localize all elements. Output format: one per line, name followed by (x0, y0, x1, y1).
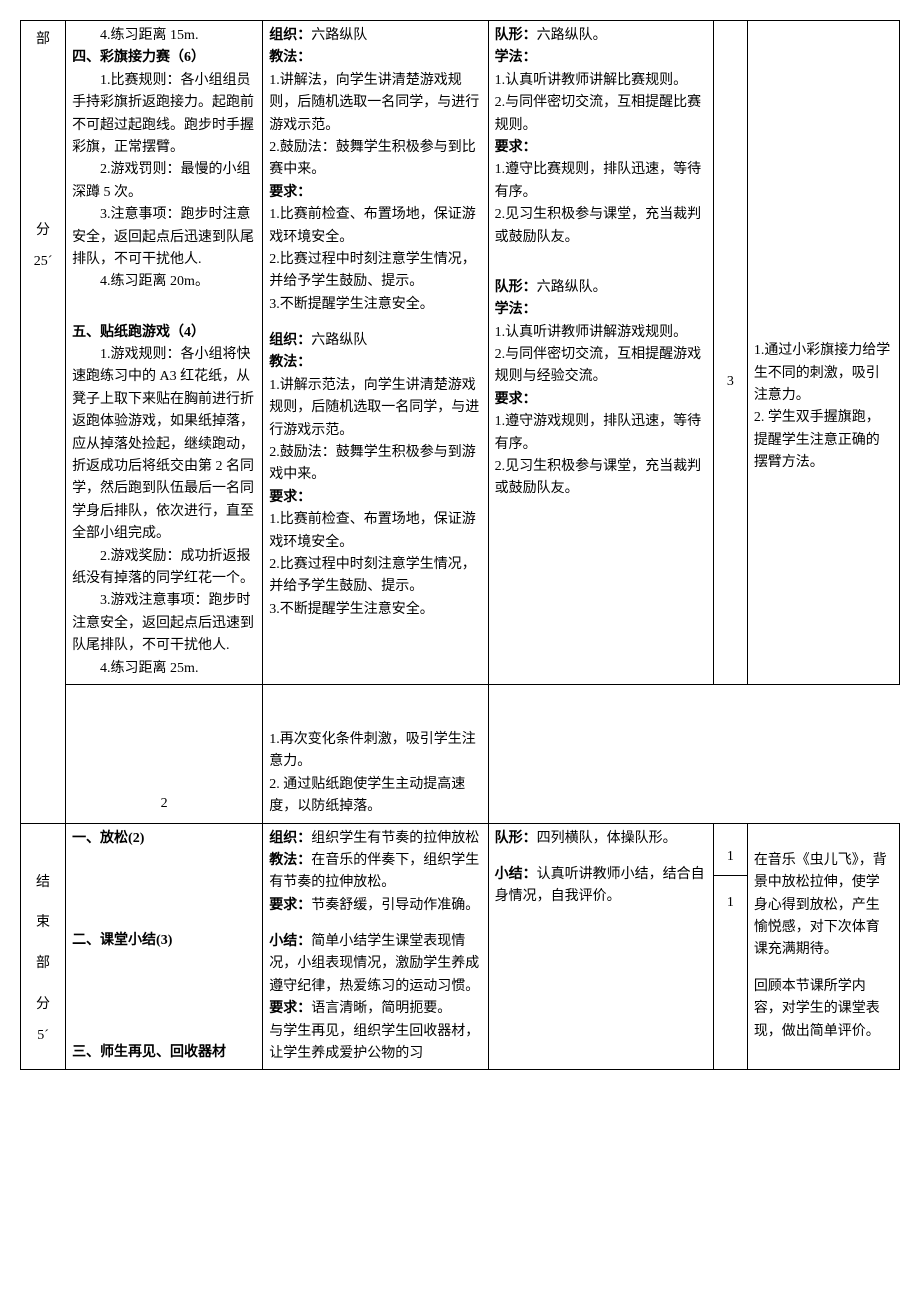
teacher-line: 小结：简单小结学生课堂表现情况，小组表现情况，激励学生养成遵守纪律，热爱练习的运… (269, 931, 481, 998)
section-text: 分 (27, 216, 59, 247)
teacher-line: 组织：六路纵队 (269, 25, 481, 47)
teacher-line: 3.不断提醒学生注意安全。 (269, 599, 481, 621)
student-label: 要求： (495, 389, 707, 411)
section-text: 25´ (27, 247, 59, 278)
student-line: 1.遵守比赛规则，排队迅速，等待有序。 (495, 159, 707, 204)
time-cell: 1 (714, 823, 748, 876)
content-cell: 一、放松(2) 二、课堂小结(3) 三、师生再见、回收器材 (66, 823, 263, 1070)
section-text: 部 (27, 25, 59, 56)
content-heading: 四、彩旗接力赛（6） (72, 47, 256, 69)
student-line: 2.见习生积极参与课堂，充当裁判或鼓励队友。 (495, 204, 707, 249)
time-value: 2 (161, 796, 168, 811)
teacher-label: 教法： (269, 352, 481, 374)
content-heading: 三、师生再见、回收器材 (72, 1042, 256, 1064)
student-line: 队形：六路纵队。 (495, 277, 707, 299)
teacher-line: 1.讲解法，向学生讲清楚游戏规则，后随机选取一名同学，与进行游戏示范。 (269, 70, 481, 137)
teacher-line: 要求：节奏舒缓，引导动作准确。 (269, 895, 481, 917)
time-value: 1 (727, 849, 734, 864)
student-line: 1.遵守游戏规则，排队迅速，等待有序。 (495, 411, 707, 456)
intent-line: 在音乐《虫儿飞》，背景中放松拉伸，使学身心得到放松，产生愉悦感，对下次体育课充满… (754, 850, 893, 962)
student-line: 2.见习生积极参与课堂，充当裁判或鼓励队友。 (495, 456, 707, 501)
lesson-plan-table: 部 分 25´ 4.练习距离 15m. 四、彩旗接力赛（6） 1.比赛规则：各小… (20, 20, 900, 1070)
student-label: 学法： (495, 47, 707, 69)
intent-line: 2. 学生双手握旗跑，提醒学生注意正确的摆臂方法。 (754, 407, 893, 474)
table-row: 部 分 25´ 4.练习距离 15m. 四、彩旗接力赛（6） 1.比赛规则：各小… (21, 21, 900, 685)
teacher-line: 组织：组织学生有节奏的拉伸放松 (269, 828, 481, 850)
section-text: 分 (27, 990, 59, 1021)
section-label-main: 部 分 25´ (21, 21, 66, 824)
student-cell: 队形：六路纵队。 学法： 1.认真听讲教师讲解比赛规则。 2.与同伴密切交流，互… (488, 21, 713, 685)
student-label: 学法： (495, 299, 707, 321)
content-p: 4.练习距离 25m. (72, 658, 256, 680)
teacher-label: 教法： (269, 47, 481, 69)
teacher-cell: 组织：六路纵队 教法： 1.讲解法，向学生讲清楚游戏规则，后随机选取一名同学，与… (263, 21, 488, 685)
time-value: 1 (727, 895, 734, 910)
intent-line: 1.通过小彩旗接力给学生不同的刺激，吸引注意力。 (754, 340, 893, 407)
content-line: 4.练习距离 15m. (72, 25, 256, 47)
teacher-cell: 组织：组织学生有节奏的拉伸放松 教法：在音乐的伴奏下，组织学生有节奏的拉伸放松。… (263, 823, 488, 1070)
lesson-plan-page: 部 分 25´ 4.练习距离 15m. 四、彩旗接力赛（6） 1.比赛规则：各小… (20, 20, 900, 1070)
intent-line: 1.再次变化条件刺激，吸引学生注意力。 (269, 729, 481, 774)
intent-line: 回顾本节课所学内容，对学生的课堂表现，做出简单评价。 (754, 976, 893, 1043)
teacher-line: 2.鼓励法：鼓舞学生积极参与到比赛中来。 (269, 137, 481, 182)
content-cell: 4.练习距离 15m. 四、彩旗接力赛（6） 1.比赛规则：各小组组员手持彩旗折… (66, 21, 263, 685)
section-label-end: 结 束 部 分 5´ (21, 823, 66, 1070)
content-heading: 一、放松(2) (72, 828, 256, 850)
content-heading: 五、贴纸跑游戏（4） (72, 322, 256, 344)
intent-cell: 1.通过小彩旗接力给学生不同的刺激，吸引注意力。 2. 学生双手握旗跑，提醒学生… (747, 21, 899, 685)
section-text: 束 (27, 908, 59, 939)
teacher-line: 教法：在音乐的伴奏下，组织学生有节奏的拉伸放松。 (269, 850, 481, 895)
intent-cell: 1.再次变化条件刺激，吸引学生注意力。 2. 通过贴纸跑使学生主动提高速度，以防… (263, 684, 488, 823)
table-row: 2 1.再次变化条件刺激，吸引学生注意力。 2. 通过贴纸跑使学生主动提高速度，… (21, 684, 900, 823)
content-p: 4.练习距离 20m。 (72, 271, 256, 293)
table-row: 结 束 部 分 5´ 一、放松(2) 二、课堂小结(3) 三、师生再见、回收器材… (21, 823, 900, 876)
teacher-line: 1.比赛前检查、布置场地，保证游戏环境安全。 (269, 204, 481, 249)
student-cell: 队形：四列横队，体操队形。 小结：认真听讲教师小结，结合自身情况，自我评价。 (488, 823, 713, 1070)
teacher-line: 3.不断提醒学生注意安全。 (269, 294, 481, 316)
teacher-line: 与学生再见，组织学生回收器材，让学生养成爱护公物的习 (269, 1021, 481, 1066)
content-p: 3.注意事项：跑步时注意安全，返回起点后迅速到队尾排队，不可干扰他人. (72, 204, 256, 271)
teacher-label: 要求： (269, 487, 481, 509)
time-cell: 3 (714, 21, 748, 685)
time-value: 3 (727, 374, 734, 389)
teacher-line: 要求：语言清晰，简明扼要。 (269, 998, 481, 1020)
section-text: 5´ (27, 1021, 59, 1052)
time-cell: 1 (714, 876, 748, 1070)
teacher-line: 1.讲解示范法，向学生讲清楚游戏规则，后随机选取一名同学，与进行游戏示范。 (269, 375, 481, 442)
content-p: 2.游戏奖励：成功折返报纸没有掉落的同学红花一个。 (72, 546, 256, 591)
intent-line: 2. 通过贴纸跑使学生主动提高速度，以防纸掉落。 (269, 774, 481, 819)
student-line: 队形：四列横队，体操队形。 (495, 828, 707, 850)
student-line: 1.认真听讲教师讲解比赛规则。 (495, 70, 707, 92)
section-text: 结 (27, 868, 59, 899)
student-line: 1.认真听讲教师讲解游戏规则。 (495, 322, 707, 344)
teacher-line: 1.比赛前检查、布置场地，保证游戏环境安全。 (269, 509, 481, 554)
student-line: 2.与同伴密切交流，互相提醒比赛规则。 (495, 92, 707, 137)
teacher-line: 2.比赛过程中时刻注意学生情况，并给予学生鼓励、提示。 (269, 554, 481, 599)
content-heading: 二、课堂小结(3) (72, 930, 256, 952)
teacher-line: 组织：六路纵队 (269, 330, 481, 352)
content-p: 1.比赛规则：各小组组员手持彩旗折返跑接力。起跑前不可超过起跑线。跑步时手握彩旗… (72, 70, 256, 160)
teacher-line: 2.比赛过程中时刻注意学生情况，并给予学生鼓励、提示。 (269, 249, 481, 294)
student-line: 2.与同伴密切交流，互相提醒游戏规则与经验交流。 (495, 344, 707, 389)
teacher-line: 2.鼓励法：鼓舞学生积极参与到游戏中来。 (269, 442, 481, 487)
student-line: 小结：认真听讲教师小结，结合自身情况，自我评价。 (495, 864, 707, 909)
teacher-label: 要求： (269, 182, 481, 204)
intent-cell: 在音乐《虫儿飞》，背景中放松拉伸，使学身心得到放松，产生愉悦感，对下次体育课充满… (747, 823, 899, 1070)
time-cell: 2 (66, 684, 263, 823)
section-text: 部 (27, 949, 59, 980)
content-p: 1.游戏规则：各小组将快速跑练习中的 A3 红花纸，从凳子上取下来贴在胸前进行折… (72, 344, 256, 546)
student-line: 队形：六路纵队。 (495, 25, 707, 47)
student-label: 要求： (495, 137, 707, 159)
content-p: 3.游戏注意事项：跑步时注意安全，返回起点后迅速到队尾排队，不可干扰他人. (72, 590, 256, 657)
content-p: 2.游戏罚则：最慢的小组深蹲 5 次。 (72, 159, 256, 204)
